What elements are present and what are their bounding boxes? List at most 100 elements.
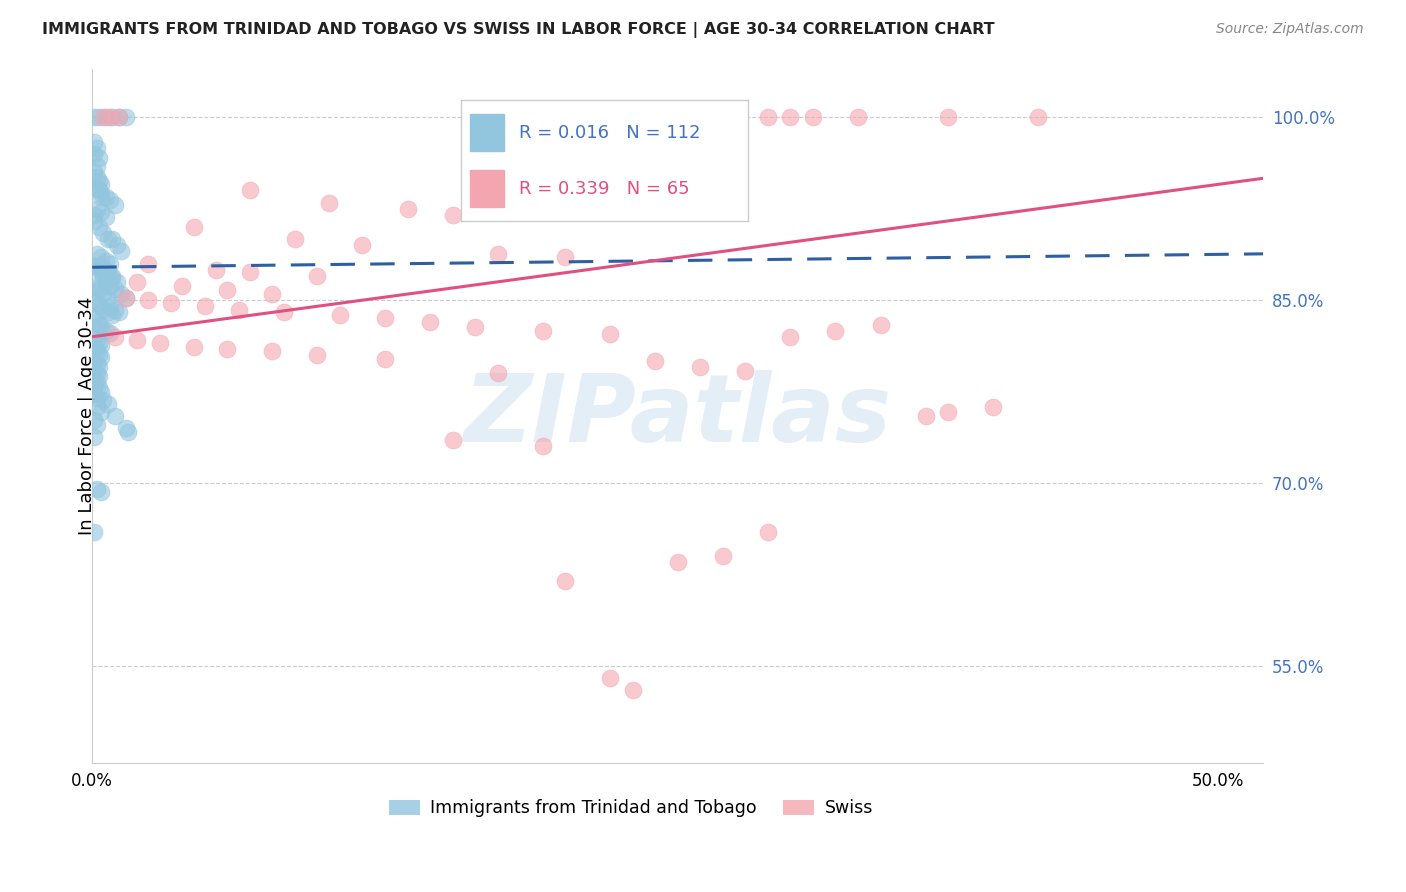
- Swiss: [936, 405, 959, 419]
- Immigrants from Trinidad and Tobago: [86, 401, 108, 415]
- Swiss: [273, 305, 295, 319]
- Swiss: [228, 302, 250, 317]
- Immigrants from Trinidad and Tobago: [83, 412, 105, 426]
- Swiss: [756, 524, 779, 539]
- Immigrants from Trinidad and Tobago: [87, 299, 110, 313]
- Swiss: [779, 110, 801, 124]
- Immigrants from Trinidad and Tobago: [97, 265, 120, 279]
- Immigrants from Trinidad and Tobago: [87, 284, 110, 298]
- Immigrants from Trinidad and Tobago: [87, 110, 110, 124]
- Immigrants from Trinidad and Tobago: [86, 315, 108, 329]
- Swiss: [217, 284, 239, 298]
- Swiss: [441, 434, 464, 448]
- Immigrants from Trinidad and Tobago: [86, 141, 108, 155]
- Immigrants from Trinidad and Tobago: [94, 275, 117, 289]
- Swiss: [464, 320, 486, 334]
- Swiss: [98, 110, 121, 124]
- Immigrants from Trinidad and Tobago: [101, 271, 124, 285]
- Immigrants from Trinidad and Tobago: [87, 368, 110, 383]
- Swiss: [599, 671, 621, 685]
- Swiss: [307, 268, 329, 283]
- Immigrants from Trinidad and Tobago: [108, 110, 131, 124]
- Swiss: [644, 354, 666, 368]
- Immigrants from Trinidad and Tobago: [90, 186, 112, 200]
- Immigrants from Trinidad and Tobago: [97, 397, 120, 411]
- Immigrants from Trinidad and Tobago: [90, 484, 112, 499]
- Immigrants from Trinidad and Tobago: [90, 405, 112, 419]
- Immigrants from Trinidad and Tobago: [87, 220, 110, 235]
- Swiss: [486, 247, 509, 261]
- Immigrants from Trinidad and Tobago: [83, 330, 105, 344]
- Immigrants from Trinidad and Tobago: [83, 293, 105, 308]
- Swiss: [824, 324, 846, 338]
- Immigrants from Trinidad and Tobago: [93, 301, 115, 316]
- Swiss: [419, 315, 441, 329]
- Immigrants from Trinidad and Tobago: [98, 257, 121, 271]
- Immigrants from Trinidad and Tobago: [110, 287, 132, 301]
- Swiss: [160, 295, 183, 310]
- Swiss: [554, 251, 576, 265]
- Immigrants from Trinidad and Tobago: [94, 254, 117, 268]
- Swiss: [1026, 110, 1049, 124]
- Immigrants from Trinidad and Tobago: [86, 281, 108, 295]
- Immigrants from Trinidad and Tobago: [87, 262, 110, 277]
- Swiss: [284, 232, 307, 246]
- Immigrants from Trinidad and Tobago: [86, 181, 108, 195]
- Immigrants from Trinidad and Tobago: [117, 425, 139, 439]
- Swiss: [318, 195, 340, 210]
- Immigrants from Trinidad and Tobago: [87, 348, 110, 362]
- Immigrants from Trinidad and Tobago: [101, 268, 124, 283]
- Swiss: [239, 184, 262, 198]
- Immigrants from Trinidad and Tobago: [86, 391, 108, 405]
- Immigrants from Trinidad and Tobago: [90, 189, 112, 203]
- Immigrants from Trinidad and Tobago: [97, 305, 120, 319]
- Swiss: [149, 335, 172, 350]
- Immigrants from Trinidad and Tobago: [94, 324, 117, 338]
- Immigrants from Trinidad and Tobago: [86, 344, 108, 359]
- Swiss: [666, 555, 689, 569]
- Immigrants from Trinidad and Tobago: [83, 354, 105, 368]
- Immigrants from Trinidad and Tobago: [90, 320, 112, 334]
- Immigrants from Trinidad and Tobago: [86, 169, 108, 184]
- Immigrants from Trinidad and Tobago: [86, 357, 108, 371]
- Immigrants from Trinidad and Tobago: [115, 421, 138, 435]
- Immigrants from Trinidad and Tobago: [87, 174, 110, 188]
- Immigrants from Trinidad and Tobago: [98, 326, 121, 340]
- Immigrants from Trinidad and Tobago: [83, 278, 105, 293]
- Immigrants from Trinidad and Tobago: [110, 244, 132, 259]
- Text: IMMIGRANTS FROM TRINIDAD AND TOBAGO VS SWISS IN LABOR FORCE | AGE 30-34 CORRELAT: IMMIGRANTS FROM TRINIDAD AND TOBAGO VS S…: [42, 22, 995, 38]
- Immigrants from Trinidad and Tobago: [115, 110, 138, 124]
- Immigrants from Trinidad and Tobago: [87, 259, 110, 273]
- Immigrants from Trinidad and Tobago: [97, 291, 120, 305]
- Immigrants from Trinidad and Tobago: [97, 232, 120, 246]
- Swiss: [374, 351, 396, 366]
- Immigrants from Trinidad and Tobago: [87, 335, 110, 350]
- Legend: Immigrants from Trinidad and Tobago, Swiss: Immigrants from Trinidad and Tobago, Swi…: [382, 792, 880, 824]
- Swiss: [115, 291, 138, 305]
- Swiss: [531, 440, 554, 454]
- Immigrants from Trinidad and Tobago: [87, 151, 110, 165]
- Swiss: [734, 364, 756, 378]
- Immigrants from Trinidad and Tobago: [83, 378, 105, 392]
- Immigrants from Trinidad and Tobago: [101, 232, 124, 246]
- Swiss: [239, 265, 262, 279]
- Immigrants from Trinidad and Tobago: [98, 278, 121, 293]
- Swiss: [374, 311, 396, 326]
- Swiss: [936, 110, 959, 124]
- Swiss: [981, 401, 1004, 415]
- Text: Source: ZipAtlas.com: Source: ZipAtlas.com: [1216, 22, 1364, 37]
- Swiss: [711, 110, 734, 124]
- Immigrants from Trinidad and Tobago: [98, 299, 121, 313]
- Immigrants from Trinidad and Tobago: [94, 189, 117, 203]
- Immigrants from Trinidad and Tobago: [101, 110, 124, 124]
- Immigrants from Trinidad and Tobago: [94, 211, 117, 225]
- Swiss: [138, 257, 160, 271]
- Immigrants from Trinidad and Tobago: [86, 417, 108, 432]
- Immigrants from Trinidad and Tobago: [83, 208, 105, 222]
- Swiss: [531, 324, 554, 338]
- Immigrants from Trinidad and Tobago: [108, 305, 131, 319]
- Swiss: [801, 110, 824, 124]
- Swiss: [869, 318, 891, 332]
- Immigrants from Trinidad and Tobago: [83, 214, 105, 228]
- Swiss: [396, 202, 419, 216]
